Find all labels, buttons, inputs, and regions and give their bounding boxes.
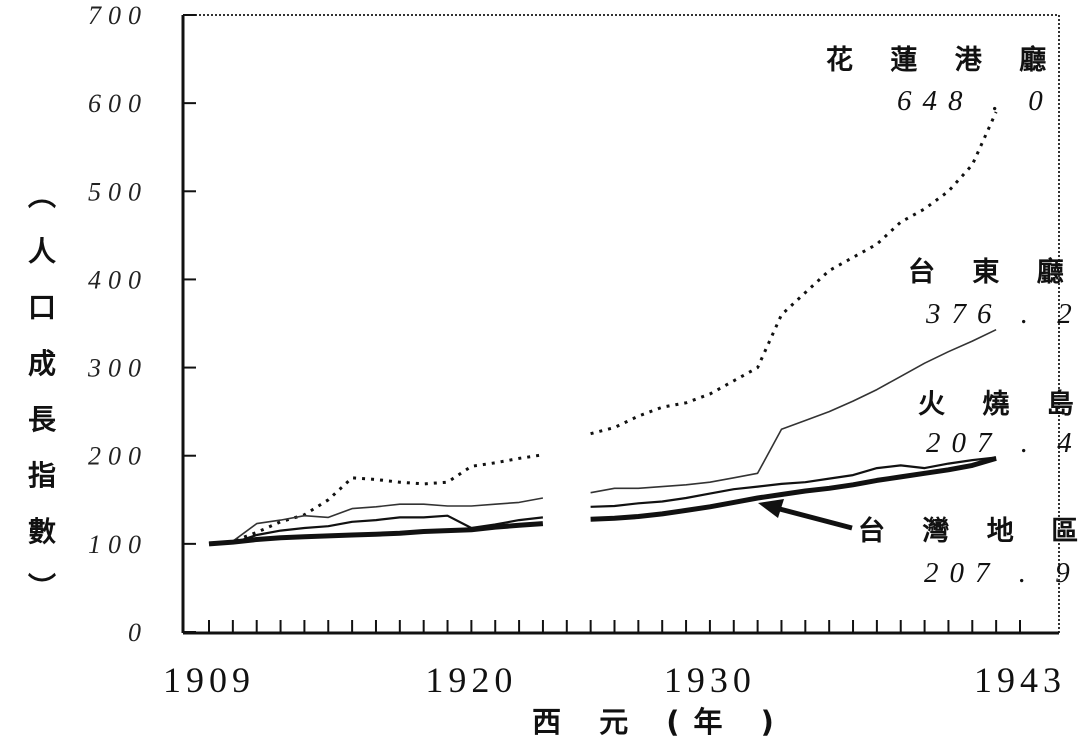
series-label-taiwan: 台 灣 地 區 [858,515,1079,547]
series-line [208,453,544,546]
y-tick-label: 100 [88,530,148,559]
y-axis-label: ︵人口成長指數︶ [28,179,57,604]
x-tick-label: 1943 [974,660,1066,700]
series-line [590,456,997,508]
x-tick-label: 1930 [664,660,756,700]
y-tick-label: 0 [128,618,148,647]
series-value-green-island: 207 . 4 [926,427,1079,459]
series-label-taitung: 台 東 廳 [908,256,1078,288]
y-tick-label: 500 [88,177,148,206]
y-tick-label: 300 [87,354,148,383]
y-tick-label: 600 [88,89,148,118]
series-line [590,328,997,494]
series-value-taitung: 376 . 2 [925,298,1079,330]
series-3 [208,456,997,547]
series-label-hualien: 花 蓮 港 廳 [826,44,1060,76]
series-1 [208,328,997,545]
series-0 [208,111,998,546]
series-value-taiwan: 207 . 9 [924,557,1079,589]
y-ticks: 0 100 200 300 400 500 600 700 [87,1,196,647]
x-axis-label: 西 元 (年 ) [532,705,788,739]
x-tick-label: 1920 [425,660,517,700]
series-label-green-island: 火 燒 島 [918,389,1079,420]
series-line [590,111,998,436]
series-layer [208,111,998,547]
x-tick-label: 1909 [163,660,255,700]
series-value-hualien: 648 . 0 [897,85,1054,117]
series-line [590,456,997,522]
series-line [208,497,544,545]
taiwan-pointer-arrow [771,504,853,531]
x-ticks: 1909 1920 1930 1943 [163,620,1066,700]
y-tick-label: 200 [88,442,148,471]
taiwan-pointer-arrowhead [758,499,784,518]
y-tick-label: 400 [88,265,148,294]
series-line [208,521,544,547]
y-tick-label: 700 [88,1,148,30]
